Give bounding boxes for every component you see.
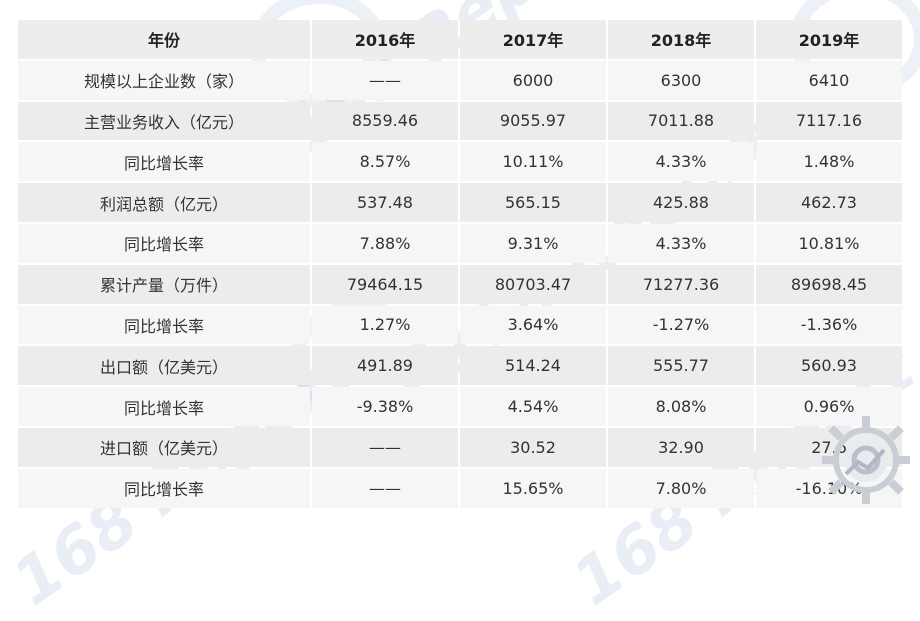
- row-label: 同比增长率: [18, 468, 310, 508]
- header-2019: 2019年: [756, 20, 902, 59]
- cell-2016: 1.27%: [312, 305, 458, 345]
- row-label: 规模以上企业数（家）: [18, 60, 310, 100]
- cell-2018: 425.88: [608, 183, 754, 222]
- cell-2018: 6300: [608, 60, 754, 100]
- cell-2016: 8559.46: [312, 101, 458, 141]
- cell-2017: 80703.47: [460, 264, 606, 304]
- row-label: 利润总额（亿元）: [18, 183, 310, 222]
- table-row: 同比增长率 8.57% 10.11% 4.33% 1.48%: [18, 142, 902, 182]
- cell-2017: 514.24: [460, 346, 606, 386]
- table-row: 出口额（亿美元） 491.89 514.24 555.77 560.93: [18, 346, 902, 386]
- table-row: 同比增长率 -9.38% 4.54% 8.08% 0.96%: [18, 387, 902, 426]
- row-label: 主营业务收入（亿元）: [18, 101, 310, 141]
- cell-2016: ——: [312, 427, 458, 467]
- cell-2019: 0.96%: [756, 387, 902, 426]
- cell-2017: 4.54%: [460, 387, 606, 426]
- table-row: 同比增长率 7.88% 9.31% 4.33% 10.81%: [18, 223, 902, 263]
- row-label: 出口额（亿美元）: [18, 346, 310, 386]
- table-row: 进口额（亿美元） —— 30.52 32.90 27.6: [18, 427, 902, 467]
- header-year: 年份: [18, 20, 310, 59]
- cell-2019: 6410: [756, 60, 902, 100]
- cell-2016: 537.48: [312, 183, 458, 222]
- cell-2017: 3.64%: [460, 305, 606, 345]
- header-2017: 2017年: [460, 20, 606, 59]
- cell-2018: 555.77: [608, 346, 754, 386]
- header-2018: 2018年: [608, 20, 754, 59]
- cell-2016: 79464.15: [312, 264, 458, 304]
- cell-2018: 4.33%: [608, 223, 754, 263]
- cell-2016: ——: [312, 468, 458, 508]
- table-row: 利润总额（亿元） 537.48 565.15 425.88 462.73: [18, 183, 902, 222]
- cell-2016: ——: [312, 60, 458, 100]
- cell-2018: 7011.88: [608, 101, 754, 141]
- cell-2017: 10.11%: [460, 142, 606, 182]
- cell-2017: 565.15: [460, 183, 606, 222]
- cell-2018: 71277.36: [608, 264, 754, 304]
- cell-2016: -9.38%: [312, 387, 458, 426]
- gear-chart-icon: [822, 416, 910, 504]
- cell-2017: 9.31%: [460, 223, 606, 263]
- cell-2017: 6000: [460, 60, 606, 100]
- table-row: 同比增长率 —— 15.65% 7.80% -16.10%: [18, 468, 902, 508]
- data-table-container: 年份 2016年 2017年 2018年 2019年 规模以上企业数（家） —— 6…: [18, 18, 902, 510]
- cell-2016: 491.89: [312, 346, 458, 386]
- table-header-row: 年份 2016年 2017年 2018年 2019年: [18, 20, 902, 59]
- row-label: 同比增长率: [18, 142, 310, 182]
- table-row: 累计产量（万件） 79464.15 80703.47 71277.36 89698.45: [18, 264, 902, 304]
- cell-2019: 7117.16: [756, 101, 902, 141]
- cell-2018: 7.80%: [608, 468, 754, 508]
- table-row: 同比增长率 1.27% 3.64% -1.27% -1.36%: [18, 305, 902, 345]
- cell-2017: 15.65%: [460, 468, 606, 508]
- cell-2018: 4.33%: [608, 142, 754, 182]
- cell-2018: 32.90: [608, 427, 754, 467]
- cell-2016: 8.57%: [312, 142, 458, 182]
- table-body: 规模以上企业数（家） —— 6000 6300 6410 主营业务收入（亿元） 8559.4…: [18, 60, 902, 508]
- cell-2019: 462.73: [756, 183, 902, 222]
- cell-2019: 1.48%: [756, 142, 902, 182]
- row-label: 进口额（亿美元）: [18, 427, 310, 467]
- cell-2019: 89698.45: [756, 264, 902, 304]
- cell-2017: 30.52: [460, 427, 606, 467]
- statistics-table: 年份 2016年 2017年 2018年 2019年 规模以上企业数（家） —— 6…: [16, 18, 904, 510]
- cell-2019: -1.36%: [756, 305, 902, 345]
- cell-2016: 7.88%: [312, 223, 458, 263]
- table-row: 规模以上企业数（家） —— 6000 6300 6410: [18, 60, 902, 100]
- header-2016: 2016年: [312, 20, 458, 59]
- cell-2017: 9055.97: [460, 101, 606, 141]
- row-label: 同比增长率: [18, 387, 310, 426]
- cell-2019: 560.93: [756, 346, 902, 386]
- row-label: 同比增长率: [18, 223, 310, 263]
- cell-2019: 10.81%: [756, 223, 902, 263]
- row-label: 累计产量（万件）: [18, 264, 310, 304]
- cell-2018: -1.27%: [608, 305, 754, 345]
- row-label: 同比增长率: [18, 305, 310, 345]
- cell-2018: 8.08%: [608, 387, 754, 426]
- table-row: 主营业务收入（亿元） 8559.46 9055.97 7011.88 7117.16: [18, 101, 902, 141]
